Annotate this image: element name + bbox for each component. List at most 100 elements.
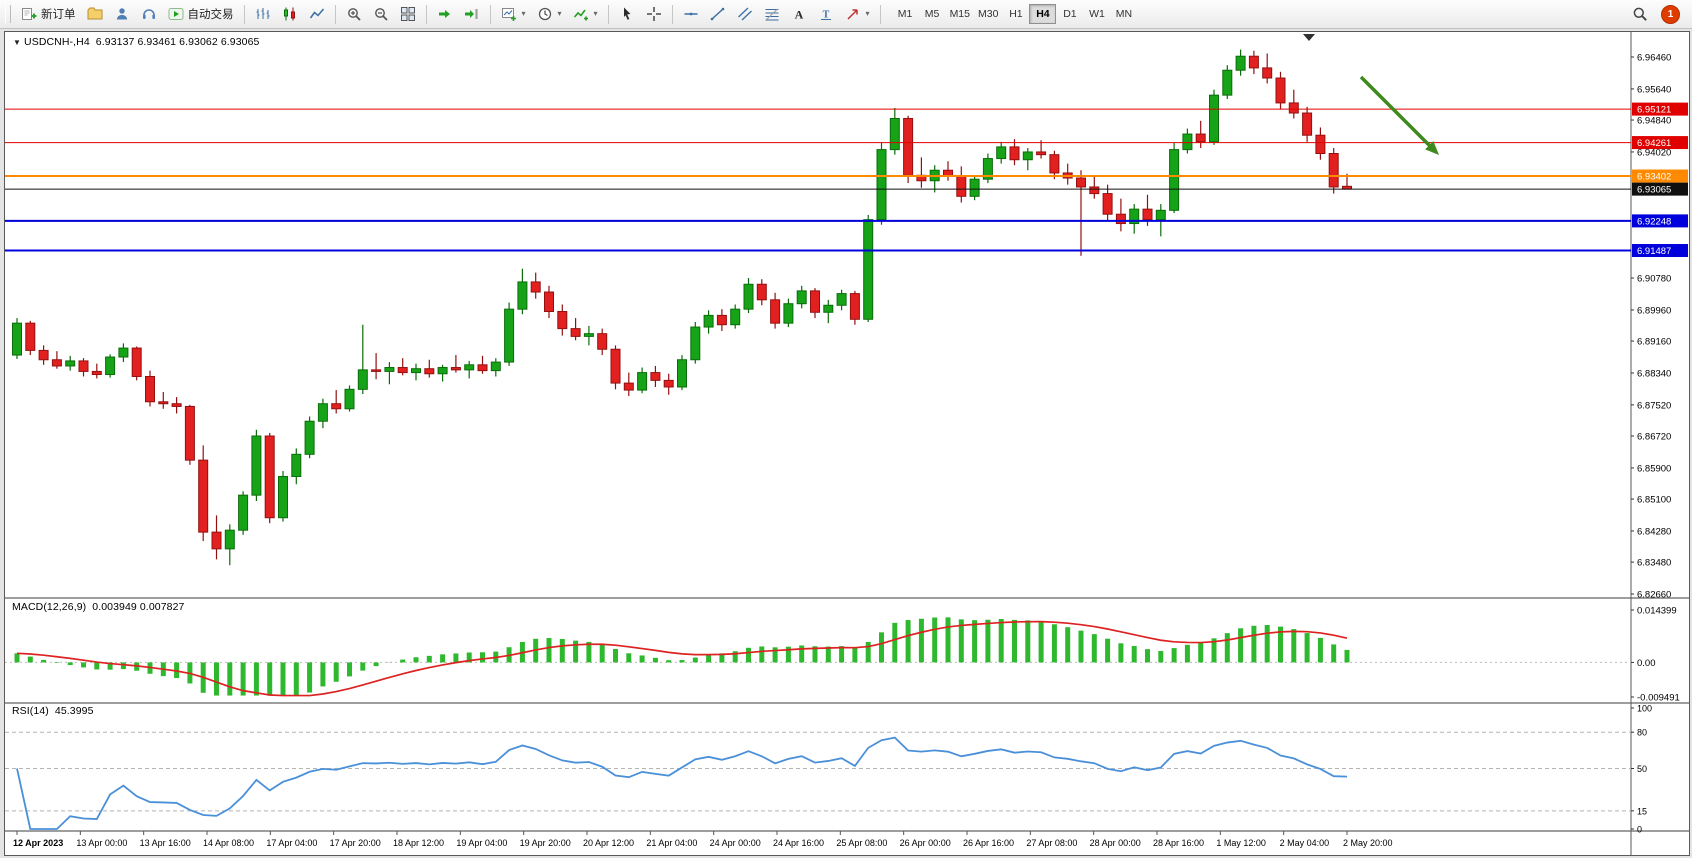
bar-chart-icon — [256, 8, 269, 19]
svg-text:25 Apr 08:00: 25 Apr 08:00 — [836, 838, 887, 848]
svg-text:26 Apr 16:00: 26 Apr 16:00 — [963, 838, 1014, 848]
market-watch-button[interactable] — [136, 3, 162, 26]
rsi-name: RSI(14) — [12, 705, 49, 717]
horizontal-line-button[interactable] — [678, 3, 704, 26]
toolbar-separator — [879, 4, 881, 24]
horizontal-line-icon — [684, 12, 698, 16]
fibonacci-icon — [765, 8, 779, 21]
trendline-button[interactable] — [705, 3, 731, 26]
toolbar: 新订单 自动交易 ▾ ▾ — [0, 0, 1692, 29]
timeframe-button-m15[interactable]: M15 — [946, 4, 974, 24]
toolbar-grip — [5, 5, 11, 23]
svg-text:6.96460: 6.96460 — [1637, 53, 1671, 64]
macd-values: 0.003949 0.007827 — [92, 601, 185, 613]
svg-text:6.92248: 6.92248 — [1637, 216, 1671, 227]
svg-text:19 Apr 20:00: 19 Apr 20:00 — [520, 838, 571, 848]
toolbar-separator — [425, 4, 427, 24]
svg-text:6.87520: 6.87520 — [1637, 400, 1671, 411]
svg-text:28 Apr 16:00: 28 Apr 16:00 — [1153, 838, 1204, 848]
candlestick-chart-button[interactable] — [277, 3, 303, 26]
svg-text:50: 50 — [1637, 764, 1647, 774]
autotrading-play-icon — [168, 8, 183, 20]
crosshair-icon — [646, 7, 661, 21]
arrows-tool-button[interactable]: ▾ — [840, 3, 875, 26]
chevron-down-icon: ▾ — [865, 9, 870, 18]
svg-text:-0.009491: -0.009491 — [1637, 693, 1680, 704]
toolbar-separator — [671, 4, 673, 24]
svg-text:15: 15 — [1637, 806, 1647, 816]
clock-icon — [538, 7, 551, 21]
search-icon — [1633, 7, 1647, 21]
chart-shift-button[interactable] — [459, 3, 485, 26]
auto-scroll-button[interactable] — [432, 3, 458, 26]
timeframe-button-d1[interactable]: D1 — [1056, 4, 1083, 24]
profiles-button[interactable] — [109, 3, 135, 26]
svg-text:17 Apr 04:00: 17 Apr 04:00 — [266, 838, 317, 848]
new-chart-button[interactable]: ▾ — [496, 3, 531, 26]
indicators-button[interactable]: ▾ — [568, 3, 603, 26]
arrow-tool-icon — [847, 9, 858, 20]
channel-icon — [737, 7, 752, 21]
toolbar-separator — [243, 4, 245, 24]
chart-title: ▼ USDCNH-,H4 6.93137 6.93461 6.93062 6.930… — [13, 36, 259, 48]
svg-text:20 Apr 12:00: 20 Apr 12:00 — [583, 838, 634, 848]
svg-text:80: 80 — [1637, 728, 1647, 738]
svg-text:100: 100 — [1637, 704, 1652, 714]
svg-text:6.84280: 6.84280 — [1637, 526, 1671, 537]
indicators-icon — [573, 9, 588, 21]
svg-text:24 Apr 16:00: 24 Apr 16:00 — [773, 838, 824, 848]
macd-name: MACD(12,26,9) — [12, 601, 87, 613]
zoom-in-icon — [347, 8, 361, 21]
fibonacci-button[interactable] — [759, 3, 785, 26]
timeframe-button-h4[interactable]: H4 — [1029, 4, 1057, 24]
new-order-icon — [22, 8, 37, 20]
timeframe-button-m5[interactable]: M5 — [919, 4, 946, 24]
svg-text:2 May 04:00: 2 May 04:00 — [1280, 838, 1330, 848]
chart-shift-icon — [464, 9, 477, 19]
zoom-out-button[interactable] — [368, 3, 394, 26]
zoom-out-icon — [374, 8, 388, 21]
timeframe-button-m1[interactable]: M1 — [892, 4, 919, 24]
cursor-icon — [623, 7, 631, 20]
svg-text:14 Apr 08:00: 14 Apr 08:00 — [203, 838, 254, 848]
toolbar-separator — [334, 4, 336, 24]
autotrading-button[interactable]: 自动交易 — [163, 3, 239, 26]
chart-window: 6.96460 6.95640 6.94840 6.94020 6.90780 6.899… — [4, 31, 1690, 856]
line-chart-button[interactable] — [304, 3, 330, 26]
svg-text:19 Apr 04:00: 19 Apr 04:00 — [456, 838, 507, 848]
timeframe-button-w1[interactable]: W1 — [1083, 4, 1110, 24]
label-tool-button[interactable]: T — [813, 3, 839, 26]
tile-windows-button[interactable] — [395, 3, 421, 26]
search-button[interactable] — [1627, 3, 1653, 26]
svg-text:0: 0 — [1637, 825, 1642, 835]
svg-text:A: A — [794, 8, 803, 22]
svg-text:6.85900: 6.85900 — [1637, 463, 1671, 474]
timeframe-button-h1[interactable]: H1 — [1002, 4, 1029, 24]
svg-text:0.014399: 0.014399 — [1637, 606, 1677, 617]
timeframe-button-m30[interactable]: M30 — [974, 4, 1002, 24]
new-order-label: 新订单 — [41, 9, 76, 21]
svg-text:2 May 20:00: 2 May 20:00 — [1343, 838, 1393, 848]
svg-text:6.93402: 6.93402 — [1637, 171, 1671, 182]
chart-canvas[interactable]: 6.96460 6.95640 6.94840 6.94020 6.90780 6.899… — [5, 32, 1689, 855]
zoom-in-button[interactable] — [341, 3, 367, 26]
chevron-down-icon: ▾ — [557, 9, 562, 18]
bar-chart-button[interactable] — [250, 3, 276, 26]
open-chart-button[interactable] — [82, 3, 108, 26]
text-tool-button[interactable]: A — [786, 3, 812, 26]
svg-text:6.88340: 6.88340 — [1637, 368, 1671, 379]
timeframe-button-mn[interactable]: MN — [1110, 4, 1137, 24]
svg-text:1 May 12:00: 1 May 12:00 — [1216, 838, 1266, 848]
chart-collapse-icon[interactable]: ▼ — [13, 38, 22, 47]
notification-badge[interactable]: 1 — [1661, 4, 1680, 24]
macd-indicator-label: MACD(12,26,9) 0.003949 0.007827 — [12, 601, 184, 613]
period-button[interactable]: ▾ — [532, 3, 567, 26]
svg-text:6.90780: 6.90780 — [1637, 274, 1671, 285]
svg-text:27 Apr 08:00: 27 Apr 08:00 — [1026, 838, 1077, 848]
candlestick-icon — [283, 7, 295, 21]
cursor-button[interactable] — [614, 3, 640, 26]
line-chart-icon — [309, 8, 324, 19]
crosshair-button[interactable] — [641, 3, 667, 26]
channel-button[interactable] — [732, 3, 758, 26]
new-order-button[interactable]: 新订单 — [16, 3, 81, 26]
